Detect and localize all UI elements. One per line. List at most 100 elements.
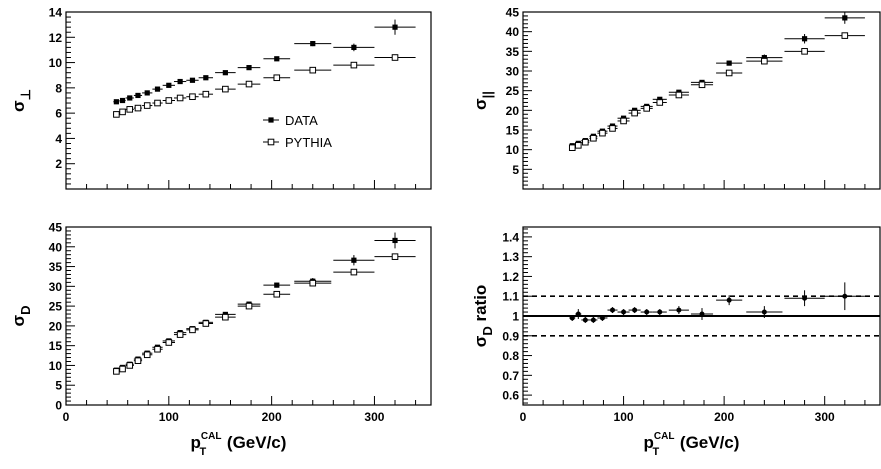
data-point [784, 290, 825, 307]
data-point [597, 315, 608, 321]
marker-filled-square [166, 82, 172, 88]
data-point [142, 90, 153, 96]
series-ratio [569, 282, 865, 323]
marker-open-square [391, 54, 399, 61]
panel-4: 0.6 0.7 0.8 0.9 1 1.1 1.2 1.3 1.4 0 100 200 300 σD ra… [471, 226, 881, 458]
y-axis-label: σD ratio [471, 285, 495, 348]
data-point [125, 106, 134, 113]
marker-open-square [599, 129, 606, 137]
y-axis-label-subscript: D [18, 305, 33, 314]
marker-filled-square [135, 92, 141, 99]
marker-open-square [126, 106, 134, 113]
x-tick-label: 0 [63, 410, 70, 424]
y-tick-label: 25 [506, 84, 520, 98]
data-point [589, 134, 598, 142]
data-point [173, 94, 187, 102]
marker-open-square [222, 313, 229, 321]
marker-filled-square [310, 41, 316, 47]
legend-entry: PYTHIA [263, 135, 332, 150]
data-point [333, 61, 375, 69]
marker-open-square [609, 125, 616, 132]
y-tick-label: 1 [512, 310, 519, 324]
marker-filled-circle [842, 293, 848, 299]
marker-open-square [202, 90, 210, 98]
y-axis-label-symbol: σ [471, 335, 490, 347]
marker-open-square [631, 109, 638, 117]
data-point [186, 77, 199, 83]
x-axis-label-symbol: p [191, 433, 201, 452]
x-tick-label: 100 [159, 410, 179, 424]
data-point [142, 351, 153, 359]
marker-open-square [154, 345, 161, 353]
marker-open-square [675, 91, 683, 99]
marker-open-square [126, 362, 134, 369]
marker-open-square [698, 81, 706, 89]
data-point [568, 144, 576, 151]
marker-open-square [113, 368, 120, 375]
data-point [333, 43, 375, 52]
marker-filled-circle [761, 309, 767, 315]
data-point [152, 99, 163, 107]
data-point [607, 125, 618, 132]
marker-open-square [391, 253, 399, 260]
marker-filled-square [144, 90, 150, 96]
data-point [374, 253, 416, 260]
marker-filled-square [189, 77, 196, 83]
data-point [162, 97, 175, 104]
marker-filled-circle [644, 309, 650, 315]
data-point [186, 93, 199, 101]
data-point [333, 255, 375, 266]
data-point [716, 295, 743, 306]
data-point [617, 309, 630, 316]
data-point [215, 70, 236, 76]
data-point [607, 307, 618, 314]
data-point [133, 357, 143, 364]
marker-open-square [350, 268, 358, 276]
marker-filled-square [222, 70, 228, 76]
data-point [125, 95, 134, 101]
marker-open-square [154, 99, 161, 107]
data-point [690, 81, 714, 89]
marker-filled-square [127, 95, 133, 101]
marker-filled-circle [621, 309, 627, 315]
data-point [716, 69, 743, 77]
marker-open-square [143, 351, 151, 359]
y-tick-label: 1.3 [502, 250, 519, 264]
y-tick-label: 1.1 [502, 290, 519, 304]
legend-label: DATA [285, 113, 318, 128]
panel-2: 5 10 15 20 25 30 35 40 45 σ|| [471, 6, 881, 190]
plot-frame [65, 226, 432, 406]
x-axis-label: pCAL T (GeV/c) [191, 431, 287, 458]
data-point [628, 109, 641, 117]
data-point [617, 117, 630, 125]
marker-filled-circle [610, 307, 616, 313]
series-data [113, 19, 416, 105]
data-point [113, 111, 120, 118]
marker-filled-square [351, 44, 357, 50]
y-tick-label: 35 [506, 45, 520, 59]
y-tick-label: 10 [506, 143, 520, 157]
x-tick-label: 0 [520, 410, 527, 424]
y-tick-label: 10 [49, 359, 63, 373]
y-tick-label: 10 [49, 56, 63, 70]
y-tick-label: 45 [49, 221, 63, 235]
data-point [162, 339, 175, 346]
y-tick-label: 0 [55, 399, 62, 413]
x-axis-label-superscript: CAL [654, 431, 675, 442]
marker-open-square [643, 105, 650, 112]
data-point [640, 309, 653, 316]
marker-open-square [350, 61, 358, 69]
y-tick-label: 25 [49, 300, 63, 314]
marker-filled-square [274, 282, 280, 288]
data-point [784, 34, 825, 44]
data-point [333, 268, 375, 276]
panel-1: 2 4 6 8 10 12 14 σ⊥ DATA PYTHIA [9, 6, 432, 190]
marker-open-square [245, 80, 253, 88]
x-axis-label-unit: (GeV/c) [675, 433, 739, 452]
marker-filled-square [119, 97, 126, 104]
data-point [294, 41, 332, 47]
data-point [824, 32, 865, 39]
marker-open-square [656, 99, 664, 106]
data-point [215, 313, 236, 321]
